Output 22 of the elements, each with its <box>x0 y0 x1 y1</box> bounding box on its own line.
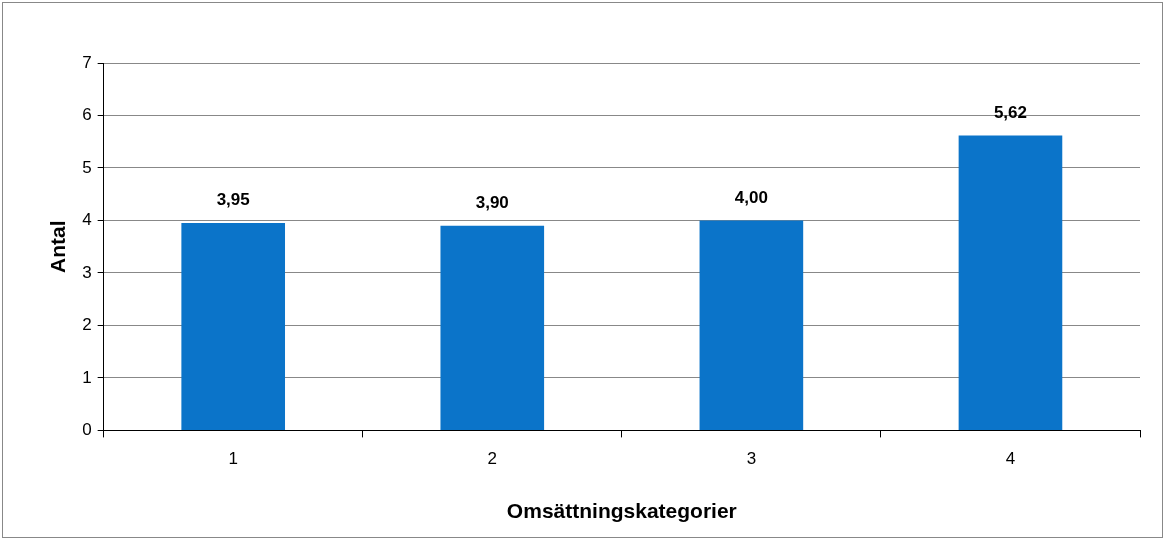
bar <box>440 225 545 430</box>
x-tick-label: 2 <box>487 449 498 469</box>
y-axis-title: Antal <box>46 220 70 273</box>
x-axis-title: Omsättningskategorier <box>506 499 737 523</box>
x-tick-label: 4 <box>1005 449 1016 469</box>
bar <box>181 223 286 430</box>
y-tick-label: 5 <box>82 157 92 177</box>
data-label: 5,62 <box>993 102 1027 122</box>
x-tick-label: 1 <box>228 449 238 469</box>
y-tick-label: 7 <box>82 52 92 72</box>
y-tick-label: 3 <box>82 262 92 282</box>
data-label: 3,90 <box>475 192 509 212</box>
x-tick-label: 3 <box>746 449 757 469</box>
y-tick-label: 1 <box>82 367 92 387</box>
data-label: 3,95 <box>216 190 250 210</box>
y-tick-label: 0 <box>82 420 92 440</box>
y-tick-label: 2 <box>82 315 92 335</box>
y-tick-label: 6 <box>82 105 92 125</box>
data-label: 4,00 <box>734 187 768 207</box>
y-tick-label: 4 <box>82 210 92 230</box>
bar <box>958 135 1063 430</box>
bar <box>699 220 804 430</box>
